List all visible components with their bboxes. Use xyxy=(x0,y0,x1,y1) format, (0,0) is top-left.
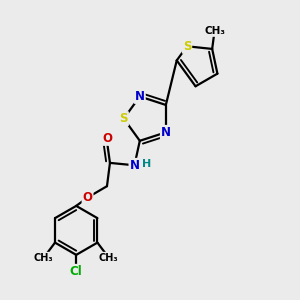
Text: CH₃: CH₃ xyxy=(34,253,53,262)
Text: N: N xyxy=(129,159,140,172)
Text: Cl: Cl xyxy=(70,265,83,278)
Text: N: N xyxy=(135,90,145,103)
Text: O: O xyxy=(82,191,93,204)
Text: S: S xyxy=(119,112,128,125)
Text: CH₃: CH₃ xyxy=(204,26,225,36)
Text: O: O xyxy=(102,132,112,145)
Text: S: S xyxy=(183,40,191,53)
Text: N: N xyxy=(161,126,171,139)
Text: H: H xyxy=(142,159,152,169)
Text: CH₃: CH₃ xyxy=(99,253,118,262)
